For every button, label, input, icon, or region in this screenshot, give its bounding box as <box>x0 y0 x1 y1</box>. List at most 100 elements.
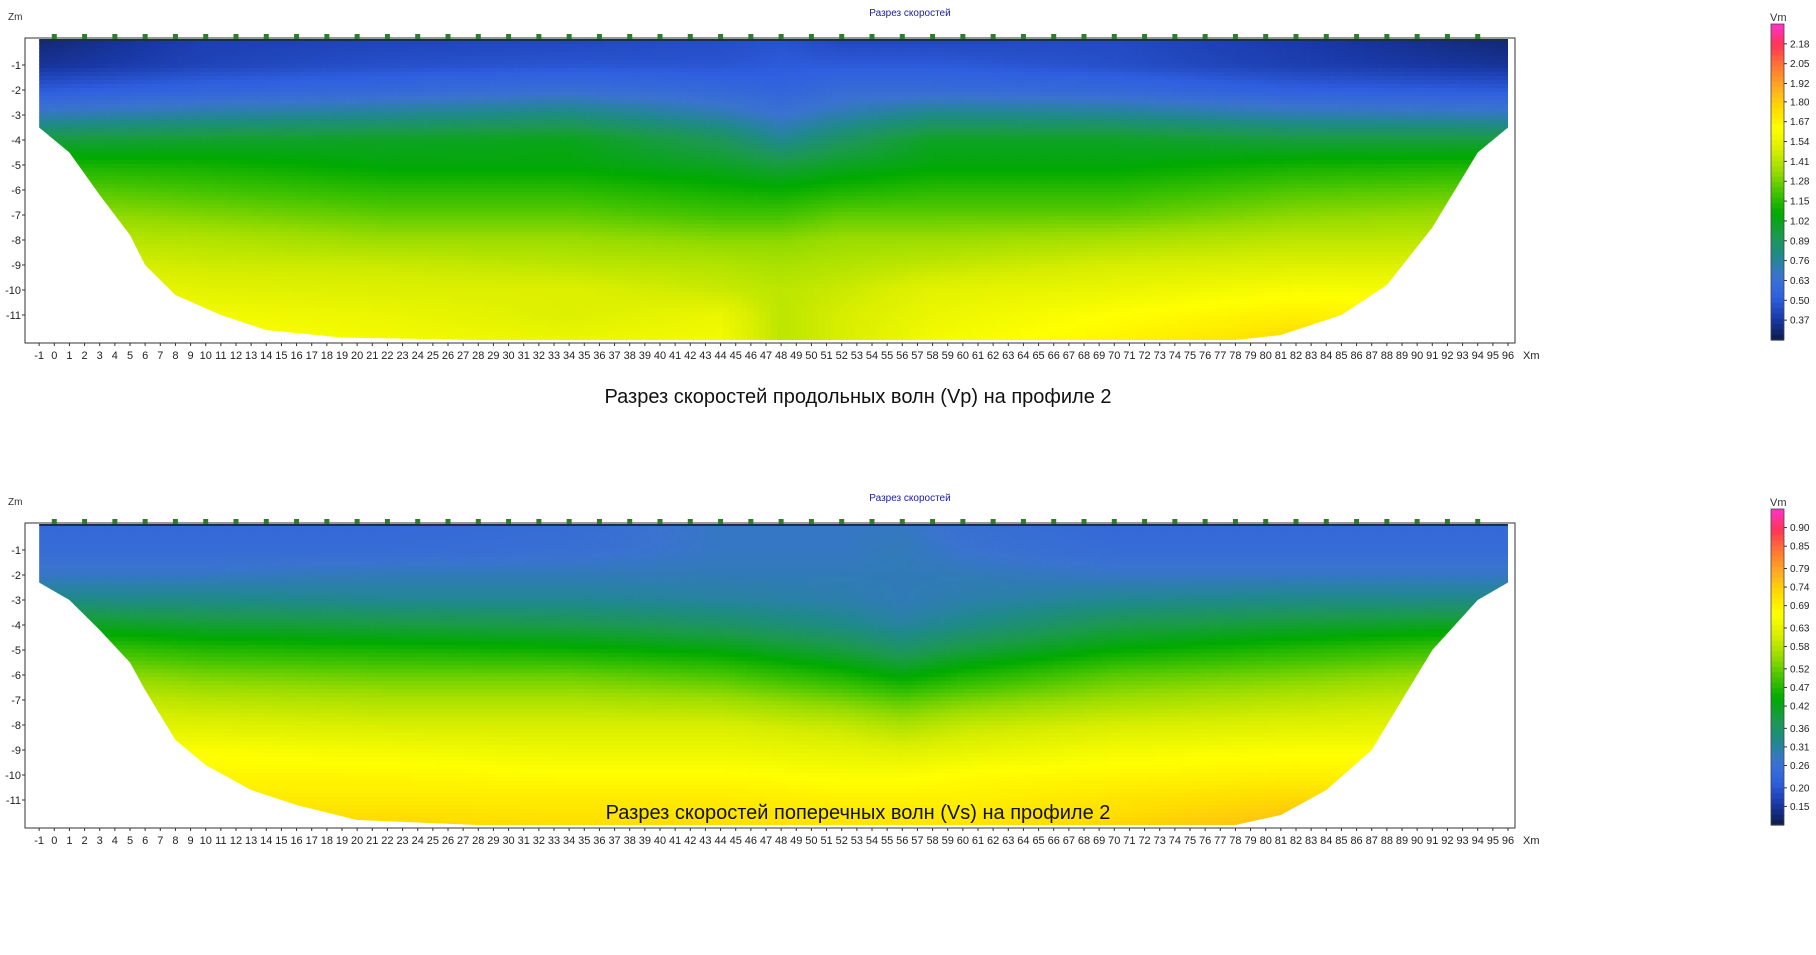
vp-field-cell <box>813 68 820 73</box>
vp-field-cell <box>1329 104 1336 109</box>
vp-field-cell <box>1089 88 1096 93</box>
vp-field-cell <box>1431 104 1438 109</box>
vp-field-cell <box>747 52 754 57</box>
vp-field-cell <box>411 112 418 117</box>
vp-field-cell <box>573 84 580 89</box>
vp-field-cell <box>1449 96 1456 101</box>
vp-field-cell <box>597 100 604 105</box>
vp-field-cell <box>1323 112 1330 117</box>
vp-field-cell <box>1287 84 1294 89</box>
vp-field-cell <box>39 84 46 89</box>
vp-field-cell <box>663 68 670 73</box>
vp-field-cell <box>351 96 358 101</box>
vp-field-cell <box>165 120 172 125</box>
vp-field-cell <box>711 76 718 81</box>
vp-field-cell <box>285 112 292 117</box>
vp-field-cell <box>1107 56 1114 61</box>
vp-field-cell <box>1017 44 1024 49</box>
vp-field-cell <box>297 112 304 117</box>
vp-field-cell <box>849 72 856 77</box>
vp-field-cell <box>933 104 940 109</box>
vp-field-cell <box>645 96 652 101</box>
vp-field-cell <box>921 88 928 93</box>
vp-field-cell <box>1377 64 1384 69</box>
vp-field-cell <box>675 92 682 97</box>
vp-field-cell <box>1305 56 1312 61</box>
vp-field-cell <box>369 60 376 65</box>
vp-field-cell <box>543 96 550 101</box>
vp-field-cell <box>1497 84 1504 89</box>
vp-field-cell <box>765 104 772 109</box>
vp-field-cell <box>249 120 256 125</box>
vp-field-cell <box>147 88 154 93</box>
vp-field-cell <box>1269 100 1276 105</box>
vp-field-cell <box>387 56 394 61</box>
vp-field-cell <box>1341 72 1348 77</box>
vp-field-cell <box>93 116 100 121</box>
vp-field-cell <box>1251 96 1258 101</box>
vp-field-cell <box>513 40 520 45</box>
vp-field-cell <box>183 48 190 53</box>
vp-field-cell <box>1227 100 1234 105</box>
vp-field-cell <box>1191 80 1198 85</box>
vp-field-cell <box>759 88 766 93</box>
vp-field-cell <box>1383 84 1390 89</box>
vp-field-cell <box>1227 96 1234 101</box>
vp-field-cell <box>81 56 88 61</box>
vp-field-cell <box>297 88 304 93</box>
vp-field-cell <box>993 44 1000 49</box>
vp-field-cell <box>369 120 376 125</box>
vp-field-cell <box>159 40 166 45</box>
vp-field-cell <box>1131 76 1138 81</box>
vp-field-cell <box>981 56 988 61</box>
vp-field-cell <box>603 108 610 113</box>
vp-field-cell <box>1035 68 1042 73</box>
vp-field-cell <box>1119 76 1126 81</box>
vp-field-cell <box>801 108 808 113</box>
vp-field-cell <box>891 80 898 85</box>
vp-field-cell <box>39 64 46 69</box>
vp-field-cell <box>1323 68 1330 73</box>
vp-field-cell <box>1497 116 1504 121</box>
vp-field-cell <box>957 80 964 85</box>
vp-field-cell <box>507 120 514 125</box>
vp-field-cell <box>1437 64 1444 69</box>
vp-field-cell <box>1191 52 1198 57</box>
vp-field-cell <box>1107 116 1114 121</box>
vp-field-cell <box>1383 116 1390 121</box>
vp-field-cell <box>249 60 256 65</box>
vp-field-cell <box>735 68 742 73</box>
vp-field-cell <box>45 52 52 57</box>
vp-field-cell <box>105 96 112 101</box>
vp-field-cell <box>519 64 526 69</box>
vp-field-cell <box>1167 60 1174 65</box>
vp-field-cell <box>621 88 628 93</box>
vp-field-cell <box>879 68 886 73</box>
vp-field-cell <box>1005 64 1012 69</box>
vp-field-cell <box>915 44 922 49</box>
vp-field-cell <box>771 56 778 61</box>
vp-field-cell <box>1137 44 1144 49</box>
vp-field-cell <box>207 56 214 61</box>
vp-field-cell <box>957 40 964 45</box>
vp-field-cell <box>165 72 172 77</box>
vp-field-cell <box>1491 108 1498 113</box>
vp-field-cell <box>339 48 346 53</box>
vp-field-cell <box>507 60 514 65</box>
vp-field-cell <box>777 88 784 93</box>
vp-field-cell <box>1299 88 1306 93</box>
vp-field-cell <box>1215 44 1222 49</box>
vp-field-cell <box>1395 40 1402 45</box>
vp-field-cell <box>51 80 58 85</box>
vp-field-cell <box>1065 96 1072 101</box>
vp-field-cell <box>549 104 556 109</box>
vp-field-cell <box>1119 96 1126 101</box>
vp-field-cell <box>1431 100 1438 105</box>
vp-field-cell <box>1071 52 1078 57</box>
vp-field-cell <box>1503 52 1509 57</box>
vp-field-cell <box>735 76 742 81</box>
vp-field-cell <box>879 64 886 69</box>
vp-field-cell <box>621 116 628 121</box>
vp-field-cell <box>417 96 424 101</box>
vp-field-cell <box>1107 44 1114 49</box>
